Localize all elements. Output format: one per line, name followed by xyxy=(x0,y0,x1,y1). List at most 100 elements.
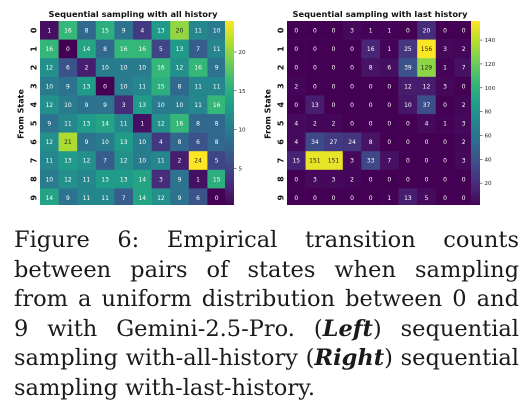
heatmap-cell-0-9 xyxy=(207,21,227,40)
heatmap-cell-8-4 xyxy=(114,169,134,189)
cell-value-label: 0 xyxy=(425,139,429,146)
heatmap-cell-4-7 xyxy=(170,95,190,115)
heatmap-cell-6-9 xyxy=(454,132,474,152)
caption-left: Left xyxy=(322,315,373,342)
heatmap-last-history: Sequential sampling with last history 0 0 0… xyxy=(264,9,496,205)
cell-value-label: 151 xyxy=(328,158,340,165)
y-tick-label: 6 xyxy=(30,139,39,145)
cell-value-label: 9 xyxy=(178,176,182,183)
cell-value-label: 27 xyxy=(330,139,338,146)
heatmap-cell-7-0 xyxy=(287,151,306,171)
heatmap-cell-6-3 xyxy=(95,132,115,152)
cell-value-label: 1 xyxy=(369,28,373,35)
cell-value-label: 15 xyxy=(292,158,300,165)
heatmap-cell-5-0 xyxy=(40,114,59,133)
y-tick-label: 2 xyxy=(277,65,286,71)
heatmap-cell-2-1 xyxy=(305,58,325,78)
heatmap-cell-9-8 xyxy=(435,188,455,205)
cell-value-label: 0 xyxy=(443,195,447,202)
heatmap-cell-1-9 xyxy=(207,39,227,59)
cell-value-label: 0 xyxy=(406,158,410,165)
heatmap-cell-3-2 xyxy=(324,76,344,96)
heatmap-cell-1-1 xyxy=(58,39,78,59)
cell-value-label: 16 xyxy=(176,121,184,128)
cell-value-label: 20 xyxy=(176,28,184,35)
cell-value-label: 0 xyxy=(443,28,447,35)
heatmap-cell-5-8 xyxy=(188,114,208,133)
figure-caption: Figure 6: Empirical transition counts be… xyxy=(14,226,519,403)
cell-value-label: 7 xyxy=(103,158,107,165)
cell-value-label: 11 xyxy=(83,195,91,202)
heatmap-cell-9-0 xyxy=(287,188,306,205)
cell-value-label: 0 xyxy=(369,195,373,202)
heatmap-cell-8-2 xyxy=(77,169,97,189)
cell-value-label: 0 xyxy=(369,121,373,128)
heatmap-cell-5-5 xyxy=(380,114,399,133)
cell-value-label: 4 xyxy=(294,139,298,146)
heatmap-cell-2-8 xyxy=(435,58,455,78)
cell-value-label: 10 xyxy=(213,28,221,35)
cell-value-label: 14 xyxy=(138,176,146,183)
cell-value-label: 13 xyxy=(120,176,128,183)
heatmap-cell-4-3 xyxy=(342,95,362,115)
cell-value-label: 11 xyxy=(64,121,72,128)
cell-value-label: 15 xyxy=(157,83,165,90)
cell-value-label: 14 xyxy=(101,121,109,128)
cell-value-label: 11 xyxy=(138,83,146,90)
heatmap-cell-2-8 xyxy=(188,58,208,78)
cell-value-label: 12 xyxy=(83,158,91,165)
cell-value-label: 13 xyxy=(311,102,319,109)
heatmap-cell-6-5 xyxy=(133,132,152,152)
cell-value-label: 0 xyxy=(387,121,391,128)
cell-value-label: 1 xyxy=(47,28,51,35)
heatmap-cell-0-3 xyxy=(95,21,115,40)
heatmap-cell-2-1 xyxy=(58,58,78,78)
heatmap-cell-9-3 xyxy=(95,188,115,205)
colorbar-tick-label: 80 xyxy=(485,110,493,116)
heatmap-cell-2-3 xyxy=(342,58,362,78)
heatmap-cell-9-5 xyxy=(133,188,152,205)
cell-value-label: 0 xyxy=(313,195,317,202)
cell-value-label: 0 xyxy=(103,83,107,90)
heatmap-cell-5-4 xyxy=(114,114,134,133)
cell-value-label: 0 xyxy=(406,176,410,183)
cell-value-label: 13 xyxy=(83,83,91,90)
heatmap-cell-9-6 xyxy=(151,188,171,205)
heatmap-cell-9-1 xyxy=(58,188,78,205)
heatmap-cell-6-1 xyxy=(58,132,78,152)
y-tick-label: 0 xyxy=(30,27,39,33)
heatmap-cell-5-3 xyxy=(95,114,115,133)
heatmap-cell-5-7 xyxy=(170,114,190,133)
heatmap-cell-9-4 xyxy=(114,188,134,205)
cell-value-label: 9 xyxy=(122,28,126,35)
heatmap-cell-1-9 xyxy=(454,39,474,59)
heatmap-cell-5-6 xyxy=(151,114,171,133)
cell-value-label: 11 xyxy=(101,195,109,202)
cell-value-label: 10 xyxy=(101,139,109,146)
cell-value-label: 0 xyxy=(425,176,429,183)
cell-value-label: 151 xyxy=(309,158,321,165)
heatmap-cell-6-8 xyxy=(188,132,208,152)
heatmap-cell-7-0 xyxy=(40,151,59,171)
cell-value-label: 2 xyxy=(462,46,466,53)
cell-value-label: 0 xyxy=(350,65,354,72)
heatmap-cell-1-3 xyxy=(342,39,362,59)
cell-value-label: 33 xyxy=(367,158,375,165)
cell-value-label: 10 xyxy=(138,139,146,146)
cell-value-label: 0 xyxy=(369,102,373,109)
cell-value-label: 3 xyxy=(159,176,163,183)
heatmap-cell-7-8 xyxy=(188,151,208,171)
cell-value-label: 16 xyxy=(45,46,53,53)
heatmap-cell-4-6 xyxy=(151,95,171,115)
heatmap-cell-1-4 xyxy=(114,39,134,59)
heatmap-cell-8-1 xyxy=(305,169,325,189)
heatmap-cell-8-4 xyxy=(361,169,381,189)
heatmap-cell-3-8 xyxy=(188,76,208,96)
cell-value-label: 1 xyxy=(196,176,200,183)
cell-value-label: 12 xyxy=(45,139,53,146)
caption-text-1: Empirical transition counts between pair… xyxy=(14,227,519,342)
heatmap-cell-4-2 xyxy=(77,95,97,115)
heatmap-cell-0-2 xyxy=(324,21,344,40)
heatmap-cell-5-3 xyxy=(342,114,362,133)
